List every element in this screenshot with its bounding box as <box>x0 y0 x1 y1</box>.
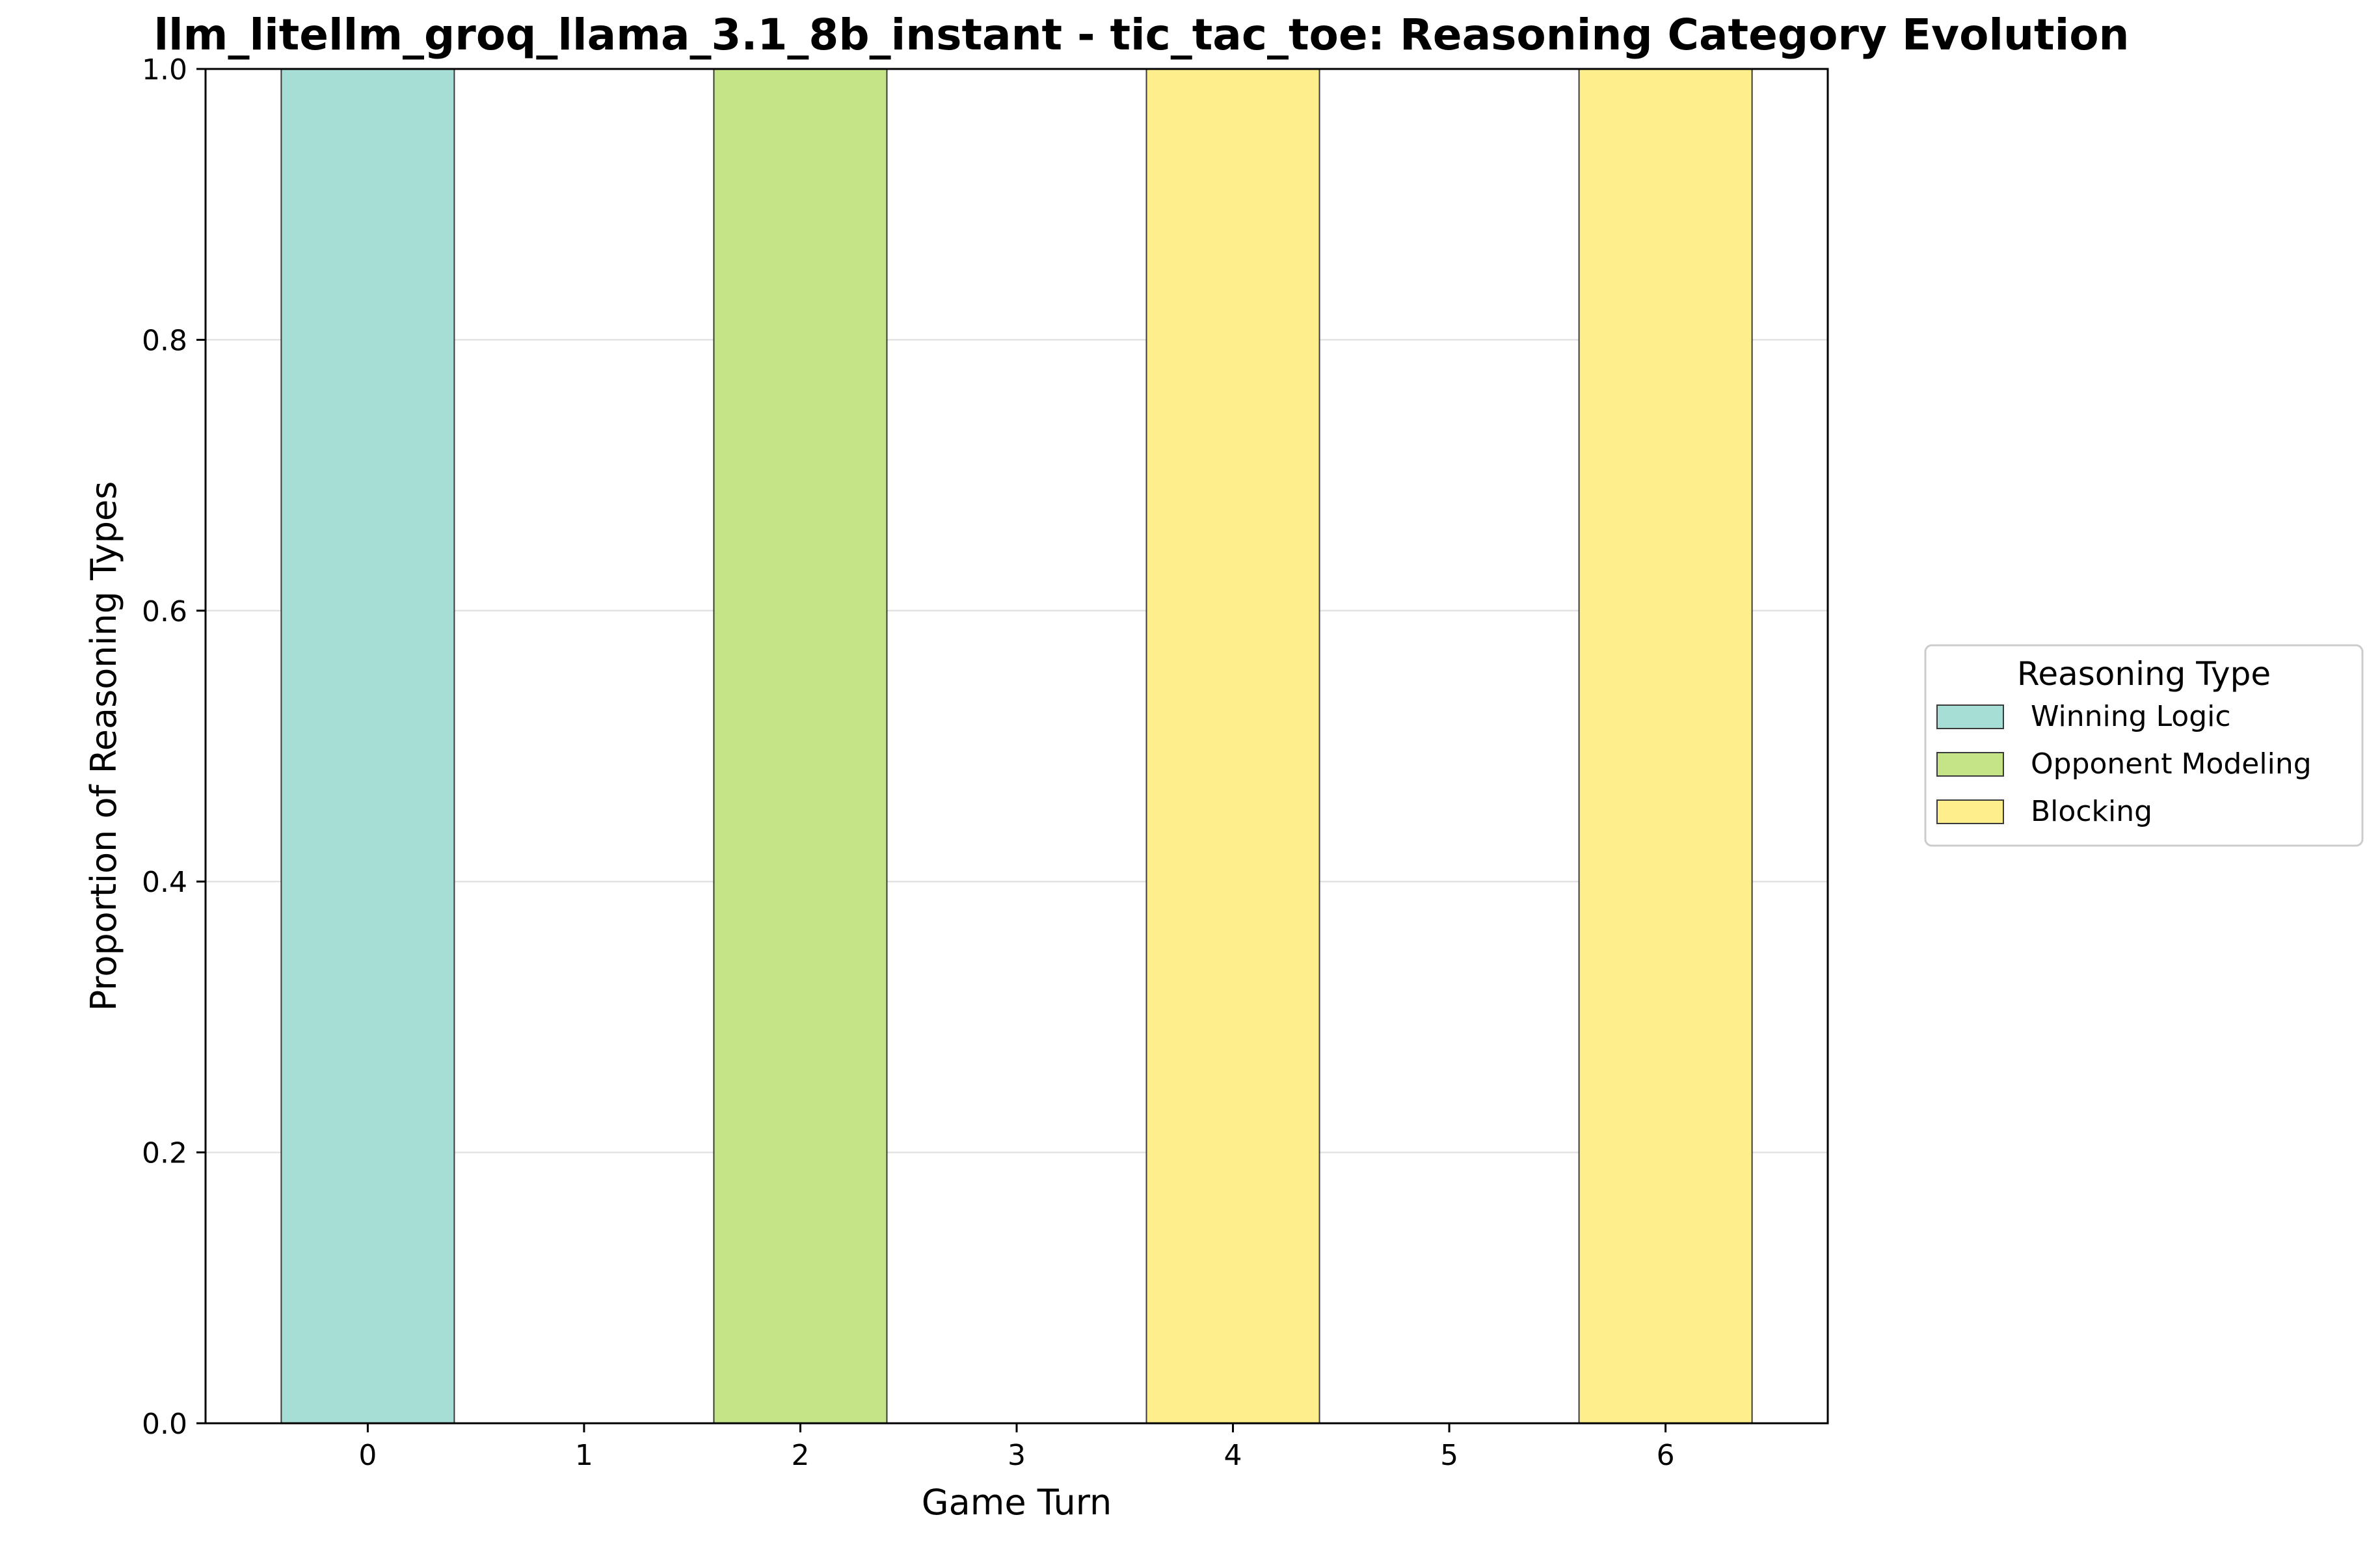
y-tick-label: 0.6 <box>142 595 187 628</box>
x-tick-label: 6 <box>1657 1439 1675 1472</box>
y-tick-label: 1.0 <box>142 53 187 87</box>
legend-item: Opponent Modeling <box>1936 747 2312 781</box>
legend-label: Blocking <box>2031 795 2152 828</box>
legend-frame <box>1924 644 2364 847</box>
bar-winning-logic-turn-0 <box>280 68 455 1424</box>
legend-title: Reasoning Type <box>2017 655 2271 693</box>
plot-area: 0.0 0.2 0.4 0.6 0.8 1.0 0 1 2 3 4 5 6 <box>142 53 1829 1472</box>
x-tick-label: 4 <box>1224 1439 1242 1472</box>
legend-label: Opponent Modeling <box>2031 747 2312 781</box>
legend: Reasoning Type Winning Logic Opponent Mod… <box>1924 644 2364 847</box>
y-tick-label: 0.8 <box>142 324 187 357</box>
x-tick-label: 2 <box>791 1439 809 1472</box>
x-axis-ticks: 0 1 2 3 4 5 6 <box>358 1423 1675 1472</box>
legend-swatch <box>1936 704 2004 729</box>
y-axis-ticks: 0.0 0.2 0.4 0.6 0.8 1.0 <box>142 53 206 1441</box>
bar-opponent-modeling-turn-2 <box>713 68 888 1424</box>
legend-item: Winning Logic <box>1936 700 2231 733</box>
legend-swatch <box>1936 799 2004 824</box>
y-tick-label: 0.2 <box>142 1137 187 1170</box>
x-tick-label: 1 <box>575 1439 593 1472</box>
y-tick-label: 0.4 <box>142 866 187 899</box>
bar-blocking-turn-4 <box>1145 68 1320 1424</box>
y-axis-label: Proportion of Reasoning Types <box>83 481 124 1012</box>
x-tick-label: 5 <box>1440 1439 1458 1472</box>
bars <box>280 68 1753 1424</box>
y-tick-label: 0.0 <box>142 1408 187 1441</box>
chart-title: llm_litellm_groq_llama_3.1_8b_instant - … <box>154 10 2129 60</box>
x-tick-label: 0 <box>358 1439 377 1472</box>
bar-blocking-turn-6 <box>1578 68 1753 1424</box>
legend-item: Blocking <box>1936 795 2152 828</box>
x-tick-label: 3 <box>1008 1439 1026 1472</box>
legend-items: Winning Logic Opponent Modeling Blocking <box>1936 700 2312 828</box>
legend-swatch <box>1936 752 2004 777</box>
legend-label: Winning Logic <box>2031 700 2231 733</box>
x-axis-label: Game Turn <box>922 1482 1112 1523</box>
